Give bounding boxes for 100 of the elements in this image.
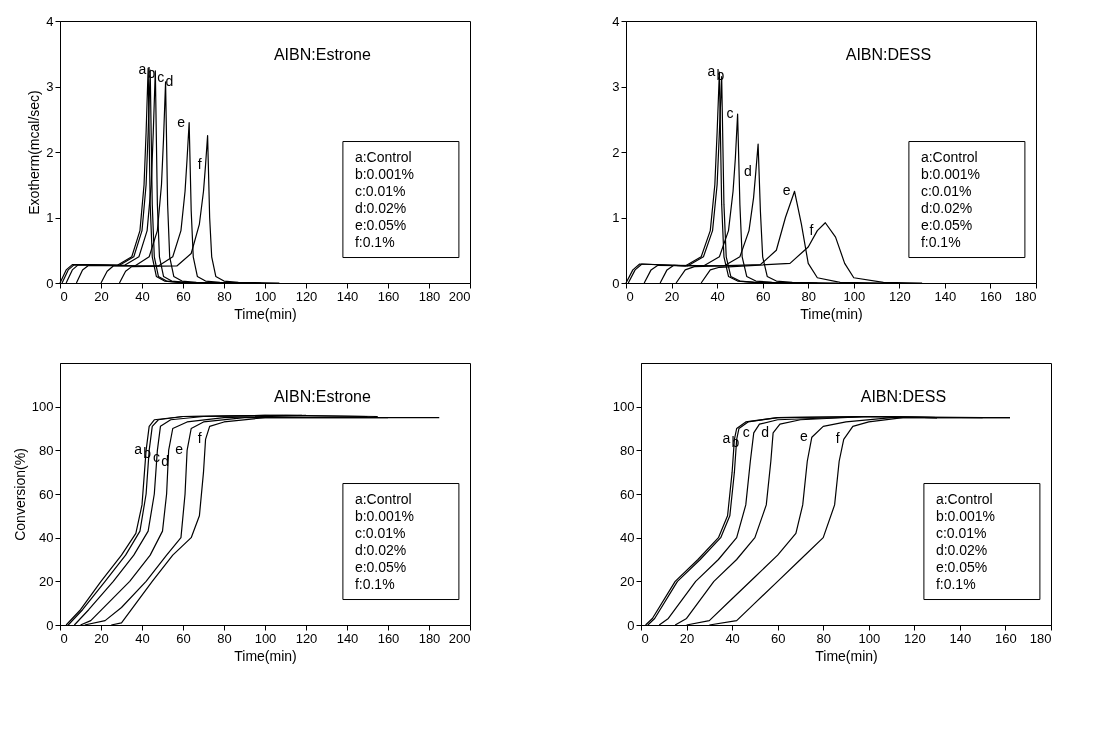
y-axis-title: Exotherm(mcal/sec) [26, 90, 43, 215]
x-tick-label: 140 [949, 630, 972, 646]
x-tick-label: 100 [843, 288, 866, 304]
x-tick-label: 180 [1029, 630, 1052, 646]
series-label: a [134, 441, 143, 458]
x-tick-label: 0 [641, 630, 649, 646]
x-tick-label: 20 [94, 630, 109, 646]
series-label: f [835, 430, 840, 447]
y-tick-label: 0 [46, 617, 54, 633]
y-tick-label: 100 [31, 399, 54, 415]
series-label: d [161, 453, 170, 470]
annotation: e:0.05% [935, 559, 988, 576]
x-tick-label: 140 [336, 288, 359, 304]
x-tick-label: 120 [888, 288, 911, 304]
y-tick-label: 40 [39, 530, 54, 546]
series-label: b [143, 445, 152, 462]
x-tick-label: 20 [94, 288, 109, 304]
x-tick-label: 200 [448, 288, 471, 304]
x-tick-label: 40 [725, 630, 740, 646]
annotation: b:0.001% [354, 166, 415, 183]
annotation: e:0.05% [354, 559, 407, 576]
series-label: c [157, 69, 165, 86]
y-tick-label: 3 [46, 79, 54, 94]
y-tick-label: 1 [46, 210, 54, 225]
x-axis-title: Time(min) [815, 647, 878, 664]
x-tick-label: 200 [448, 630, 471, 646]
annotation: f:0.1% [354, 576, 395, 593]
x-tick-label: 60 [176, 630, 191, 646]
annotation: d:0.02% [935, 542, 988, 559]
series-label: d [761, 423, 770, 440]
series-label: a [138, 61, 147, 78]
y-tick-label: 80 [39, 442, 54, 458]
x-tick-label: 140 [336, 630, 359, 646]
annotation: e:0.05% [354, 217, 407, 234]
series-label: f [197, 156, 202, 173]
series-label: e [782, 182, 791, 199]
annotation: b:0.001% [920, 166, 981, 183]
x-axis-title: Time(min) [234, 305, 297, 322]
x-tick-label: 60 [176, 288, 191, 304]
text: AIBN:Estrone [273, 388, 371, 406]
x-tick-label: 0 [60, 630, 68, 646]
text: AIBN:Estrone [273, 46, 371, 64]
x-tick-label: 60 [755, 288, 771, 304]
y-tick-label: 2 [612, 144, 620, 160]
series-label: d [744, 162, 752, 179]
x-tick-label: 60 [770, 630, 786, 646]
x-tick-label: 40 [135, 630, 150, 646]
annotation: a:Control [354, 491, 412, 508]
x-tick-label: 180 [418, 288, 441, 304]
annotation: c:0.01% [354, 183, 406, 200]
x-tick-label: 80 [801, 288, 816, 304]
x-tick-label: 160 [377, 630, 400, 646]
series-label: c [742, 423, 750, 440]
x-tick-label: 100 [254, 630, 277, 646]
y-tick-label: 20 [39, 573, 54, 589]
y-axis-title: Conversion(%) [11, 448, 28, 541]
series-label: e [175, 441, 184, 458]
y-tick-label: 0 [612, 275, 620, 291]
annotation: c:0.01% [354, 525, 406, 542]
series-label: f [809, 221, 814, 238]
series-label: a [707, 63, 716, 80]
series-label: e [177, 113, 186, 130]
y-tick-label: 40 [620, 530, 635, 546]
y-tick-label: 60 [620, 486, 635, 502]
y-tick-label: 0 [627, 617, 635, 633]
x-tick-label: 0 [60, 288, 68, 304]
series-label: f [197, 430, 202, 447]
series-label: c [726, 105, 734, 122]
annotation: e:0.05% [920, 217, 973, 234]
x-tick-label: 20 [679, 630, 695, 646]
annotation: d:0.02% [920, 200, 973, 217]
annotation: c:0.01% [935, 525, 987, 542]
x-tick-label: 40 [710, 288, 725, 304]
x-tick-label: 20 [664, 288, 680, 304]
annotation: c:0.01% [920, 183, 972, 200]
annotation: b:0.001% [935, 508, 996, 525]
annotation: a:Control [920, 149, 978, 166]
x-tick-label: 100 [254, 288, 277, 304]
x-tick-label: 180 [418, 630, 441, 646]
annotation: f:0.1% [920, 234, 961, 251]
x-tick-label: 160 [980, 288, 1002, 304]
x-tick-label: 80 [217, 630, 232, 646]
annotation: a:Control [935, 491, 993, 508]
y-tick-label: 4 [46, 13, 54, 29]
annotation: f:0.1% [354, 234, 395, 251]
text: AIBN:DESS [860, 388, 947, 406]
annotation: f:0.1% [935, 576, 976, 593]
y-tick-label: 60 [39, 486, 54, 502]
series-label: a [722, 430, 731, 447]
annotation: d:0.02% [354, 542, 407, 559]
y-tick-label: 100 [612, 399, 635, 415]
x-tick-label: 40 [135, 288, 150, 304]
series-label: b [147, 65, 156, 82]
y-tick-label: 3 [612, 79, 620, 94]
series-label: e [800, 428, 809, 445]
x-tick-label: 160 [995, 630, 1017, 646]
x-tick-label: 100 [858, 630, 881, 646]
series-label: d [165, 73, 174, 90]
text: AIBN:DESS [845, 46, 932, 64]
x-axis-title: Time(min) [800, 305, 863, 322]
